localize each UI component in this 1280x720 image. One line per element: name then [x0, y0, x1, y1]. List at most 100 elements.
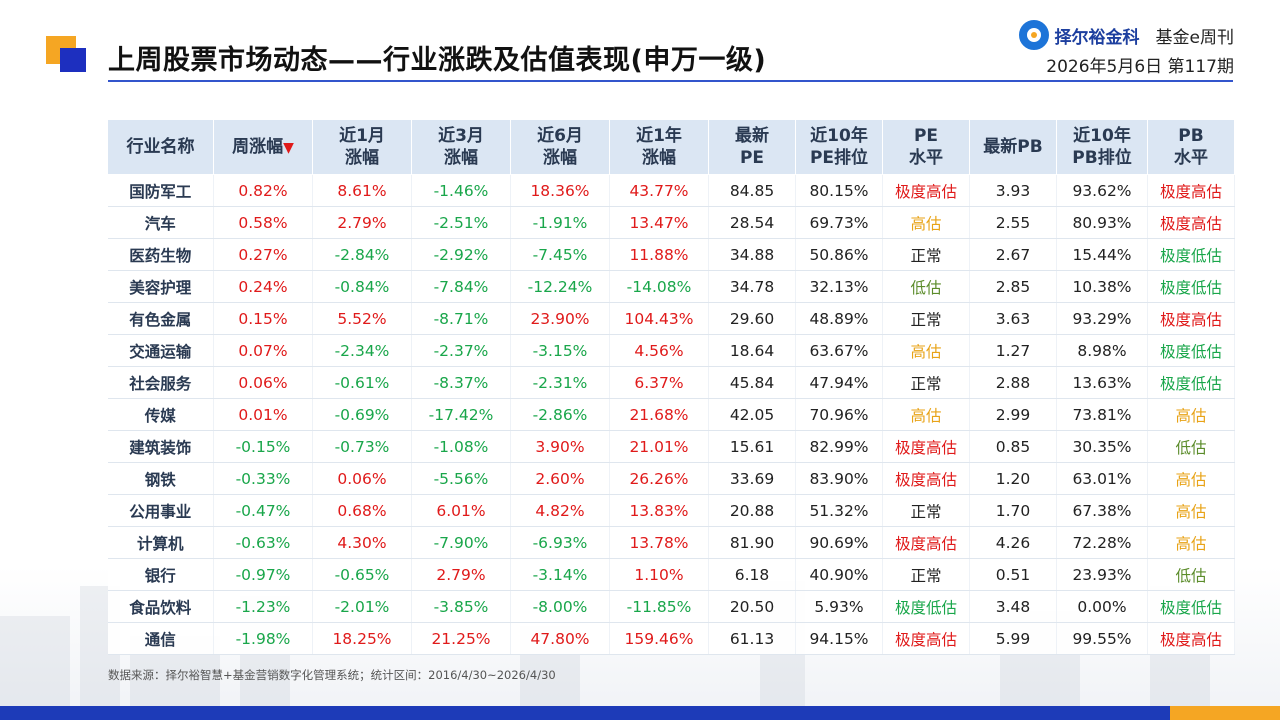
- table-cell: 0.27%: [213, 238, 313, 271]
- table-cell: 3.63: [969, 302, 1057, 335]
- table-cell: 6.01%: [411, 494, 511, 527]
- table-cell: 0.00%: [1056, 590, 1148, 623]
- table-cell: 93.62%: [1056, 174, 1148, 207]
- table-cell: 43.77%: [609, 174, 709, 207]
- table-cell: 18.36%: [510, 174, 610, 207]
- table-cell: 21.25%: [411, 622, 511, 655]
- table-cell: 极度低估: [1147, 366, 1235, 399]
- table-cell: 5.52%: [312, 302, 412, 335]
- table-cell: -1.91%: [510, 206, 610, 239]
- table-cell: 72.28%: [1056, 526, 1148, 559]
- table-cell: 29.60: [708, 302, 796, 335]
- table-cell: -2.86%: [510, 398, 610, 431]
- table-cell: 94.15%: [795, 622, 883, 655]
- column-header: 近1月 涨幅: [312, 119, 412, 175]
- column-header[interactable]: 周涨幅▼: [213, 119, 313, 175]
- table-cell: 4.26: [969, 526, 1057, 559]
- table-cell: 2.99: [969, 398, 1057, 431]
- table-cell: -3.15%: [510, 334, 610, 367]
- table-cell: 高估: [1147, 494, 1235, 527]
- table-cell: 21.68%: [609, 398, 709, 431]
- table-cell: -0.73%: [312, 430, 412, 463]
- table-cell: 11.88%: [609, 238, 709, 271]
- table-cell: 极度高估: [1147, 302, 1235, 335]
- table-row: 通信 -1.98% 18.25% 21.25% 47.80% 159.46% 61.13 94…: [107, 622, 1235, 655]
- table-cell: 48.89%: [795, 302, 883, 335]
- publication-name: 基金e周刊: [1155, 27, 1234, 48]
- table-cell: 33.69: [708, 462, 796, 495]
- table-cell: 极度高估: [1147, 206, 1235, 239]
- table-cell: 0.82%: [213, 174, 313, 207]
- table-cell: 0.24%: [213, 270, 313, 303]
- table-cell: 极度高估: [882, 526, 970, 559]
- table-cell: 40.90%: [795, 558, 883, 591]
- table-cell: 13.63%: [1056, 366, 1148, 399]
- table-cell: 104.43%: [609, 302, 709, 335]
- table-row: 银行 -0.97% -0.65% 2.79% -3.14% 1.10% 6.18 40.90%…: [107, 558, 1235, 591]
- table-cell: 30.35%: [1056, 430, 1148, 463]
- sort-desc-icon[interactable]: ▼: [283, 139, 294, 156]
- column-header: PE 水平: [882, 119, 970, 175]
- table-cell: 1.10%: [609, 558, 709, 591]
- table-cell: 1.70: [969, 494, 1057, 527]
- table-row: 建筑装饰 -0.15% -0.73% -1.08% 3.90% 21.01% 15.61 82…: [107, 430, 1235, 463]
- issue-date: 2026年5月6日 第117期: [1046, 57, 1234, 77]
- table-cell: 32.13%: [795, 270, 883, 303]
- table-row: 钢铁 -0.33% 0.06% -5.56% 2.60% 26.26% 33.69 83.90…: [107, 462, 1235, 495]
- table-cell: 45.84: [708, 366, 796, 399]
- table-row: 社会服务 0.06% -0.61% -8.37% -2.31% 6.37% 45.84 47.…: [107, 366, 1235, 399]
- table-cell: -6.93%: [510, 526, 610, 559]
- industry-name-cell: 银行: [107, 558, 214, 591]
- table-cell: -7.84%: [411, 270, 511, 303]
- industry-table-container: 行业名称 周涨幅▼ 近1月 涨幅 近3月 涨幅 近6月 涨幅 近1年 涨幅 最新 PE 近10年 PE排位…: [107, 119, 1235, 655]
- table-cell: -0.84%: [312, 270, 412, 303]
- table-cell: 8.98%: [1056, 334, 1148, 367]
- column-header: 近3月 涨幅: [411, 119, 511, 175]
- industry-name-cell: 交通运输: [107, 334, 214, 367]
- table-cell: 20.50: [708, 590, 796, 623]
- table-cell: 0.68%: [312, 494, 412, 527]
- footer-bar-orange: [1170, 706, 1280, 720]
- table-cell: 34.88: [708, 238, 796, 271]
- table-cell: 极度高估: [882, 430, 970, 463]
- table-row: 汽车 0.58% 2.79% -2.51% -1.91% 13.47% 28.54 69.73…: [107, 206, 1235, 239]
- table-cell: 73.81%: [1056, 398, 1148, 431]
- table-cell: -0.69%: [312, 398, 412, 431]
- table-cell: 3.48: [969, 590, 1057, 623]
- table-cell: 极度低估: [882, 590, 970, 623]
- column-header: 近6月 涨幅: [510, 119, 610, 175]
- table-body: 国防军工 0.82% 8.61% -1.46% 18.36% 43.77% 84.85 80.…: [107, 174, 1235, 655]
- table-cell: 50.86%: [795, 238, 883, 271]
- industry-name-cell: 钢铁: [107, 462, 214, 495]
- table-cell: 18.64: [708, 334, 796, 367]
- table-cell: -8.37%: [411, 366, 511, 399]
- table-cell: 51.32%: [795, 494, 883, 527]
- brand-logo-icon: [1018, 20, 1049, 50]
- table-cell: 159.46%: [609, 622, 709, 655]
- table-cell: 63.01%: [1056, 462, 1148, 495]
- column-header: PB 水平: [1147, 119, 1235, 175]
- table-row: 公用事业 -0.47% 0.68% 6.01% 4.82% 13.83% 20.88 51.3…: [107, 494, 1235, 527]
- table-cell: 3.90%: [510, 430, 610, 463]
- table-cell: -0.97%: [213, 558, 313, 591]
- table-cell: 23.93%: [1056, 558, 1148, 591]
- table-cell: 13.83%: [609, 494, 709, 527]
- table-cell: -1.23%: [213, 590, 313, 623]
- table-cell: 极度低估: [1147, 590, 1235, 623]
- table-cell: 正常: [882, 302, 970, 335]
- industry-name-cell: 建筑装饰: [107, 430, 214, 463]
- table-cell: 82.99%: [795, 430, 883, 463]
- table-cell: 正常: [882, 494, 970, 527]
- table-cell: 4.56%: [609, 334, 709, 367]
- table-cell: -0.63%: [213, 526, 313, 559]
- column-header: 行业名称: [107, 119, 214, 175]
- industry-name-cell: 有色金属: [107, 302, 214, 335]
- table-cell: 80.93%: [1056, 206, 1148, 239]
- table-cell: 2.67: [969, 238, 1057, 271]
- table-cell: 2.79%: [411, 558, 511, 591]
- table-cell: 低估: [882, 270, 970, 303]
- table-cell: 34.78: [708, 270, 796, 303]
- table-cell: 84.85: [708, 174, 796, 207]
- table-cell: 正常: [882, 558, 970, 591]
- table-cell: 高估: [1147, 526, 1235, 559]
